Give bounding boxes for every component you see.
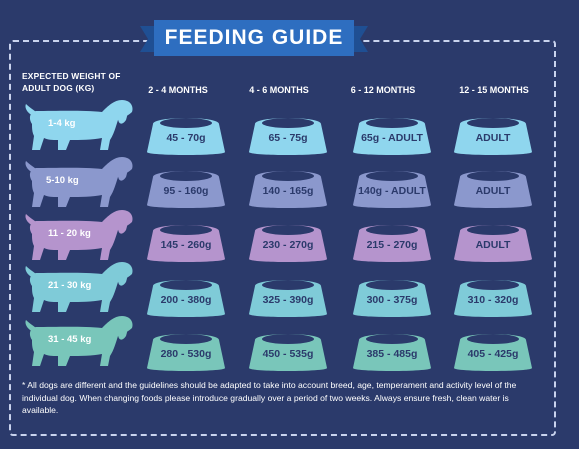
bowl-icon: 215 - 270g: [351, 217, 433, 263]
feeding-amount: 310 - 320g: [467, 294, 519, 306]
bowl-icon: 95 - 160g: [145, 163, 227, 209]
feeding-amount: ADULT: [475, 185, 511, 197]
bowl-icon: 450 - 535g: [247, 326, 329, 372]
bowl-icon: 140g - ADULT: [351, 163, 433, 209]
bowl-icon: 140 - 165g: [247, 163, 329, 209]
feeding-amount: 280 - 530g: [160, 348, 212, 360]
feeding-amount: 300 - 375g: [366, 294, 418, 306]
bowl-icon: 200 - 380g: [145, 272, 227, 318]
bowl-icon: 230 - 270g: [247, 217, 329, 263]
ribbon-shape: [140, 20, 368, 56]
bowl-icon: 300 - 375g: [351, 272, 433, 318]
feeding-amount: 145 - 260g: [160, 239, 212, 251]
bowl-icon: 280 - 530g: [145, 326, 227, 372]
feeding-amount: 230 - 270g: [262, 239, 314, 251]
bowl-icon: 325 - 390g: [247, 272, 329, 318]
bowl-icon: ADULT: [452, 110, 534, 156]
col-header-6-12: 6 - 12 MONTHS: [350, 85, 416, 95]
bowl-icon: 145 - 260g: [145, 217, 227, 263]
feeding-amount: 405 - 425g: [467, 348, 519, 360]
dog-silhouette-icon: 31 - 45 kg: [22, 312, 134, 368]
dog-silhouette-icon: 11 - 20 kg: [22, 206, 134, 262]
feeding-amount: 325 - 390g: [262, 294, 314, 306]
dog-silhouette-icon: 21 - 30 kg: [22, 258, 134, 314]
feeding-amount: 450 - 535g: [262, 348, 314, 360]
feeding-amount: 140 - 165g: [262, 185, 314, 197]
feeding-amount: 45 - 70g: [166, 132, 206, 144]
dog-weight-label: 11 - 20 kg: [48, 228, 91, 239]
weight-column-header: EXPECTED WEIGHT OF ADULT DOG (kg): [22, 71, 121, 93]
feeding-amount: 65 - 75g: [268, 132, 308, 144]
bowl-icon: 385 - 485g: [351, 326, 433, 372]
bowl-icon: ADULT: [452, 217, 534, 263]
col-header-12-15: 12 - 15 MONTHS: [459, 85, 529, 95]
feeding-amount: 65g - ADULT: [361, 132, 423, 144]
feeding-amount: 95 - 160g: [163, 185, 209, 197]
footnote: * All dogs are different and the guideli…: [22, 380, 517, 415]
bowl-icon: 310 - 320g: [452, 272, 534, 318]
dog-weight-label: 1-4 kg: [48, 118, 76, 129]
bowl-icon: ADULT: [452, 163, 534, 209]
dog-weight-label: 21 - 30 kg: [48, 280, 92, 291]
dog-silhouette-icon: 1-4 kg: [22, 96, 134, 152]
bowl-icon: 65g - ADULT: [351, 110, 433, 156]
title-banner: FEEDING GUIDE: [140, 20, 368, 56]
bowl-icon: 65 - 75g: [247, 110, 329, 156]
feeding-amount: 215 - 270g: [366, 239, 418, 251]
feeding-amount: 200 - 380g: [160, 294, 212, 306]
bowl-icon: 45 - 70g: [145, 110, 227, 156]
dog-silhouette-icon: 5-10 kg: [22, 153, 134, 209]
feeding-amount: 385 - 485g: [366, 348, 418, 360]
feeding-amount: 140g - ADULT: [358, 185, 426, 197]
feeding-amount: ADULT: [475, 239, 511, 251]
bowl-icon: 405 - 425g: [452, 326, 534, 372]
dog-weight-label: 31 - 45 kg: [48, 334, 92, 345]
feeding-amount: ADULT: [475, 132, 511, 144]
dog-weight-label: 5-10 kg: [46, 175, 79, 186]
col-header-2-4: 2 - 4 MONTHS: [148, 85, 208, 95]
col-header-4-6: 4 - 6 MONTHS: [249, 85, 309, 95]
page-title: FEEDING GUIDE: [164, 26, 344, 49]
